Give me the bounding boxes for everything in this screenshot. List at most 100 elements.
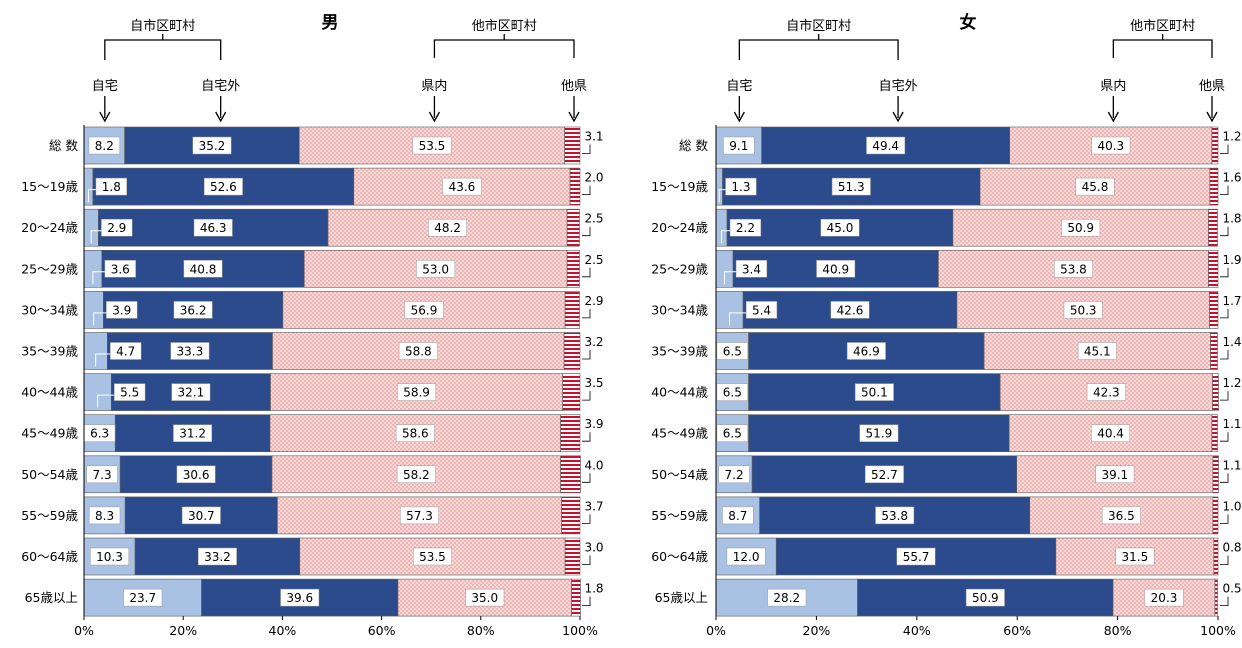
bar-row: 50～54歳 7.3 30.6 58.2 4.0 bbox=[21, 455, 604, 494]
data-label-outside-home: 49.4 bbox=[872, 139, 899, 153]
bar-row: 30～34歳 5.4 42.6 50.3 1.7 bbox=[651, 291, 1242, 329]
data-label-in-prefecture: 58.2 bbox=[403, 468, 430, 482]
data-label-box bbox=[830, 301, 870, 319]
category-label: 20～24歳 bbox=[651, 220, 708, 235]
data-label-box bbox=[170, 342, 210, 360]
bar-row: 20～24歳 2.9 46.3 48.2 2.5 bbox=[21, 208, 604, 247]
data-label-outside-home: 45.0 bbox=[827, 221, 854, 235]
data-label-home: 9.1 bbox=[729, 139, 748, 153]
data-label-box bbox=[176, 465, 216, 484]
data-label-leader bbox=[582, 432, 591, 442]
data-label-in-prefecture: 53.5 bbox=[419, 139, 446, 153]
data-label-leader bbox=[1220, 144, 1229, 154]
legend-arrow-head bbox=[215, 111, 227, 123]
data-label-leader bbox=[582, 267, 591, 278]
bar-row: 40～44歳 6.5 50.1 42.3 1.2 bbox=[651, 373, 1242, 411]
bar-segment-other-prefecture bbox=[561, 496, 581, 535]
data-label-leader bbox=[92, 271, 105, 285]
legend-arrow-head bbox=[1206, 111, 1218, 123]
category-label: 35～39歳 bbox=[651, 344, 708, 359]
bar-segment-other-prefecture bbox=[560, 455, 581, 494]
data-label-box bbox=[1061, 218, 1101, 237]
data-label-box bbox=[875, 506, 915, 525]
data-label-outside-home: 50.1 bbox=[861, 386, 888, 400]
data-label-home: 7.3 bbox=[93, 468, 112, 482]
bar-segment-other-prefecture bbox=[562, 373, 581, 411]
data-label-in-prefecture: 45.8 bbox=[1082, 180, 1109, 194]
bar-row: 15～19歳 1.3 51.3 45.8 1.6 bbox=[651, 167, 1242, 206]
data-label-other-prefecture: 1.6 bbox=[1222, 171, 1241, 185]
data-label-leader bbox=[582, 350, 591, 360]
data-label-box bbox=[1095, 465, 1135, 484]
bar-segment-other-prefecture bbox=[569, 167, 581, 206]
bar-row: 60～64歳 12.0 55.7 31.5 0.8 bbox=[651, 537, 1242, 576]
bar-row: 50～54歳 7.2 52.7 39.1 1.1 bbox=[651, 455, 1242, 494]
bar-segment-other-prefecture bbox=[1211, 126, 1219, 165]
bracket-own-municipality bbox=[104, 39, 222, 60]
data-label-other-prefecture: 3.9 bbox=[584, 417, 603, 431]
x-tick-label: 80% bbox=[1104, 623, 1132, 638]
legend-in-prefecture: 県内 bbox=[1100, 78, 1126, 94]
data-label-box bbox=[725, 177, 757, 196]
data-label-box bbox=[442, 177, 482, 196]
data-label-in-prefecture: 58.6 bbox=[402, 427, 429, 441]
data-label-box bbox=[859, 424, 899, 442]
group-label-own: 自市区町村 bbox=[786, 18, 851, 34]
data-label-home: 8.2 bbox=[95, 139, 114, 153]
bar-row: 35～39歳 4.7 33.3 58.8 3.2 bbox=[21, 332, 604, 370]
chart-title: 女 bbox=[960, 12, 977, 33]
legend-outside-home: 自宅外 bbox=[879, 79, 918, 94]
data-label-box bbox=[400, 506, 439, 525]
bar-segment-other-prefecture bbox=[1208, 250, 1219, 288]
data-label-home: 2.2 bbox=[736, 221, 755, 235]
data-label-home: 6.5 bbox=[723, 345, 742, 359]
legend-arrow-head bbox=[568, 111, 580, 123]
bar-segment-other-prefecture bbox=[1211, 414, 1218, 453]
data-label-in-prefecture: 57.3 bbox=[406, 509, 433, 523]
category-label: 25～29歳 bbox=[651, 261, 708, 276]
data-label-in-prefecture: 53.8 bbox=[1060, 262, 1087, 276]
data-label-box bbox=[864, 465, 904, 484]
data-label-box bbox=[1063, 301, 1103, 319]
data-label-box bbox=[95, 177, 127, 196]
data-label-leader bbox=[729, 312, 747, 326]
data-label-in-prefecture: 53.5 bbox=[419, 550, 446, 564]
data-label-box bbox=[1101, 506, 1141, 525]
legend-home: 自宅 bbox=[726, 79, 752, 94]
data-label-box bbox=[816, 260, 856, 278]
group-label-other: 他市区町村 bbox=[472, 18, 537, 34]
legend-other-prefecture: 他県 bbox=[561, 79, 587, 94]
bar-row: 65歳以上 23.7 39.6 35.0 1.8 bbox=[25, 578, 604, 617]
category-label: 65歳以上 bbox=[655, 590, 708, 605]
data-label-other-prefecture: 1.2 bbox=[1222, 130, 1241, 144]
x-tick-label: 20% bbox=[803, 623, 831, 638]
data-label-box bbox=[846, 342, 886, 360]
bar-row: 45～49歳 6.3 31.2 58.6 3.9 bbox=[21, 414, 604, 453]
data-label-leader bbox=[1220, 350, 1229, 360]
legend-other-prefecture: 他県 bbox=[1199, 79, 1225, 94]
data-label-box bbox=[820, 218, 860, 237]
data-label-outside-home: 36.2 bbox=[180, 303, 207, 317]
data-label-leader bbox=[1220, 514, 1229, 524]
x-tick-label: 60% bbox=[1003, 623, 1031, 638]
data-label-in-prefecture: 31.5 bbox=[1122, 550, 1149, 564]
data-label-home: 23.7 bbox=[129, 591, 156, 605]
bar-segment-other-prefecture bbox=[1212, 373, 1219, 411]
data-label-box bbox=[173, 424, 213, 442]
bar-segment-other-prefecture bbox=[566, 208, 580, 247]
data-label-in-prefecture: 40.3 bbox=[1097, 139, 1124, 153]
data-label-box bbox=[1077, 342, 1117, 360]
x-tick-label: 40% bbox=[269, 623, 297, 638]
data-label-in-prefecture: 45.1 bbox=[1084, 345, 1111, 359]
legend-home: 自宅 bbox=[92, 79, 118, 94]
bar-segment-other-prefecture bbox=[1209, 167, 1219, 206]
data-label-other-prefecture: 2.5 bbox=[584, 212, 603, 226]
data-label-box bbox=[397, 383, 437, 401]
data-label-in-prefecture: 39.1 bbox=[1101, 468, 1128, 482]
data-label-box bbox=[718, 465, 750, 484]
data-label-other-prefecture: 1.7 bbox=[1222, 294, 1241, 308]
data-label-leader bbox=[1220, 185, 1229, 195]
data-label-leader bbox=[582, 514, 591, 524]
category-label: 60～64歳 bbox=[651, 549, 708, 564]
data-label-box bbox=[1091, 136, 1131, 155]
